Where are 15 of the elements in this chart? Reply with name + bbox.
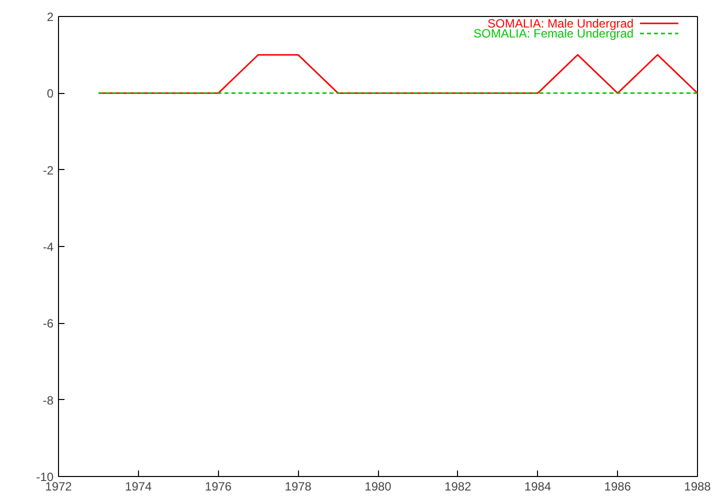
x-tick-label: 1980 bbox=[364, 480, 392, 494]
y-tick-label: 0 bbox=[46, 86, 54, 101]
y-tick-label: -8 bbox=[42, 393, 54, 408]
x-tick-label: 1982 bbox=[444, 480, 472, 494]
x-tick-label: 1976 bbox=[204, 480, 232, 494]
x-tick-label: 1984 bbox=[524, 480, 552, 494]
x-tick-label: 1972 bbox=[45, 480, 72, 494]
x-tick-label: 1988 bbox=[684, 480, 712, 494]
x-tick-label: 1974 bbox=[125, 480, 152, 494]
y-tick-label: -2 bbox=[42, 163, 54, 178]
y-tick-label: -6 bbox=[42, 316, 54, 331]
y-tick-label: 2 bbox=[46, 10, 54, 24]
y-tick-label: -4 bbox=[42, 240, 54, 254]
x-tick-label: 1986 bbox=[604, 480, 632, 494]
x-tick-label: 1978 bbox=[284, 480, 312, 494]
